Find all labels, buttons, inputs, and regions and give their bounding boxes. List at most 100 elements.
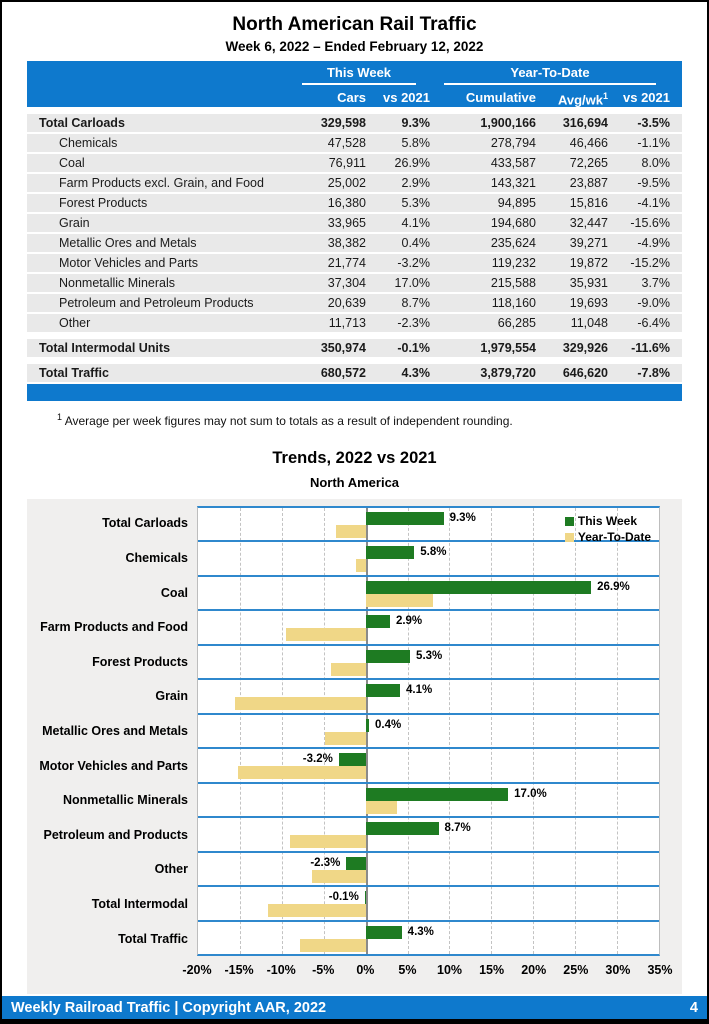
cell-ytd-vs2021: -4.9% [637, 236, 670, 250]
gridline [491, 508, 493, 954]
this-week-bar [365, 718, 369, 732]
cell-cumulative: 119,232 [491, 256, 536, 270]
column-header-tw-vs2021: vs 2021 [383, 90, 430, 106]
cell-cars: 16,380 [327, 196, 366, 210]
table-row: Metallic Ores and Metals 38,382 0.4% 235,62… [27, 234, 682, 252]
table-row: Forest Products 16,380 5.3% 94,895 15,816 -4.… [27, 194, 682, 212]
table-row: Nonmetallic Minerals 37,304 17.0% 215,588 35… [27, 274, 682, 292]
bar-value-label: 4.1% [406, 684, 433, 697]
cell-cumulative: 215,588 [490, 276, 536, 290]
chart-category-label: Petroleum and Products [43, 827, 188, 842]
group-header-this-week: This Week [302, 64, 416, 85]
this-week-bar [365, 787, 509, 801]
x-axis-tick-label: 30% [605, 963, 631, 977]
table-bottom-bar [27, 384, 682, 401]
cell-cars: 37,304 [327, 276, 366, 290]
chart-band: 9.3% [198, 508, 659, 540]
row-label: Forest Products [59, 196, 148, 210]
chart-band: -0.1% [198, 885, 659, 919]
cell-cumulative: 278,794 [490, 136, 536, 150]
gridline [617, 508, 619, 954]
table-row: Total Intermodal Units 350,974 -0.1% 1,979,… [27, 339, 682, 357]
legend-label-year-to-date: Year-To-Date [577, 530, 651, 544]
x-axis-tick-label: 10% [437, 963, 463, 977]
cell-cars: 38,382 [327, 236, 366, 250]
bar-value-label: 0.4% [374, 718, 402, 731]
cell-cumulative: 3,879,720 [480, 366, 536, 380]
cell-this-week-vs2021: 0.4% [401, 236, 431, 250]
row-label: Chemicals [59, 136, 118, 150]
bar-value-label: 5.3% [416, 649, 443, 662]
row-label: Petroleum and Petroleum Products [59, 296, 254, 310]
traffic-table: This Week Year-To-Date Cars vs 2021 Cumu… [27, 61, 682, 382]
cell-cars: 47,528 [327, 136, 366, 150]
row-label: Total Intermodal Units [39, 341, 171, 355]
x-axis-tick-label: -10% [266, 963, 296, 977]
chart-category-label: Total Traffic [118, 931, 188, 946]
cell-this-week-vs2021: -2.3% [397, 316, 430, 330]
cell-cumulative: 143,321 [490, 176, 536, 190]
cell-cumulative: 1,900,166 [480, 116, 536, 130]
cell-avg-per-week: 646,620 [562, 366, 608, 380]
x-axis-tick-label: 0% [356, 963, 375, 977]
row-label: Metallic Ores and Metals [59, 236, 197, 250]
cell-this-week-vs2021: 8.7% [401, 296, 431, 310]
year-to-date-bar [331, 662, 366, 676]
legend-label-this-week: This Week [577, 514, 637, 528]
cell-this-week-vs2021: 4.3% [401, 366, 431, 380]
year-to-date-bar [300, 938, 366, 952]
cell-this-week-vs2021: 5.3% [401, 196, 431, 210]
footer-text: Weekly Railroad Traffic | Copyright AAR,… [11, 999, 327, 1016]
this-week-bar [365, 512, 444, 525]
row-label: Other [59, 316, 91, 330]
bar-value-label: 2.9% [395, 615, 423, 628]
trends-chart: Total Carloads Chemicals Coal Farm Products… [27, 499, 682, 994]
bar-value-label: 8.7% [444, 822, 471, 835]
chart-category-label: Total Intermodal [91, 897, 188, 911]
footer-bar: Weekly Railroad Traffic | Copyright AAR,… [2, 996, 707, 1019]
cell-cars: 680,572 [320, 366, 366, 380]
page-title: North American Rail Traffic [232, 14, 477, 35]
this-week-bar [365, 546, 415, 560]
table-row: Petroleum and Petroleum Products 20,639 8.… [27, 294, 682, 312]
cell-avg-per-week: 11,048 [570, 316, 608, 330]
chart-category-labels: Total Carloads Chemicals Coal Farm Products… [27, 506, 197, 956]
chart-category-label: Nonmetallic Minerals [62, 793, 188, 808]
cell-cars: 350,974 [320, 341, 366, 355]
cell-avg-per-week: 46,466 [569, 136, 608, 150]
bar-value-label: 26.9% [597, 580, 630, 593]
chart-category-label: Farm Products and Food [40, 620, 188, 635]
cell-cars: 21,774 [327, 256, 366, 270]
x-axis-tick-label: -5% [312, 963, 335, 977]
cell-cumulative: 433,587 [490, 156, 536, 170]
footnote: 1 Average per week figures may not sum t… [57, 412, 707, 428]
year-to-date-bar [324, 731, 366, 745]
this-week-bar [346, 856, 366, 870]
this-week-bar [365, 649, 411, 663]
year-to-date-bar [365, 800, 397, 814]
chart-band: 5.3% [198, 643, 659, 678]
year-to-date-bar [356, 559, 366, 573]
year-to-date-bar [290, 835, 366, 849]
cell-avg-per-week: 35,931 [569, 276, 608, 290]
chart-band: 5.8% [198, 540, 659, 574]
gridline [239, 508, 241, 954]
cell-cars: 11,713 [328, 316, 366, 330]
x-axis-tick-label: 20% [521, 963, 547, 977]
table-row: Farm Products excl. Grain, and Food 25,00… [27, 174, 682, 192]
year-to-date-bar [336, 525, 366, 538]
column-header-ytd-vs2021: vs 2021 [623, 90, 670, 106]
table-row: Coal 76,911 26.9% 433,587 72,265 8.0% [27, 154, 682, 172]
x-axis-tick-label: 15% [479, 963, 505, 977]
cell-ytd-vs2021: -6.4% [637, 316, 670, 330]
row-label: Total Carloads [39, 116, 125, 130]
cell-ytd-vs2021: -9.5% [637, 176, 670, 190]
this-week-bar [338, 753, 366, 767]
bar-value-label: 9.3% [449, 512, 476, 524]
cell-cumulative: 194,680 [490, 216, 536, 230]
cell-cars: 25,002 [327, 176, 366, 190]
column-header-avgwk: Avg/wk1 [557, 91, 608, 108]
cell-avg-per-week: 23,887 [569, 176, 608, 190]
year-to-date-bar [365, 593, 433, 607]
